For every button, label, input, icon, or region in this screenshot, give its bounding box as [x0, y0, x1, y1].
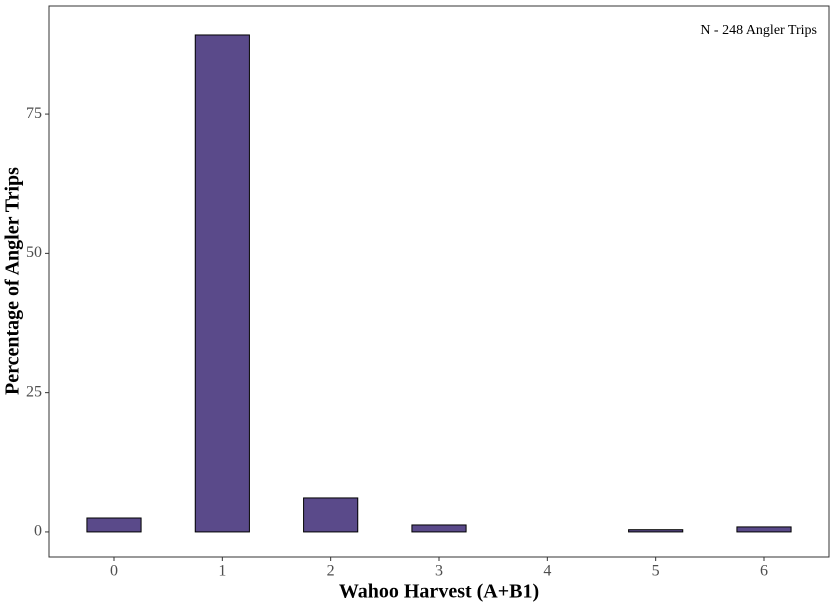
y-tick-label: 50	[26, 244, 42, 261]
x-tick-label: 1	[218, 563, 226, 580]
x-tick-label: 3	[435, 563, 443, 580]
bar	[194, 34, 250, 533]
x-tick-label: 0	[110, 563, 118, 580]
annotation: N - 248 Angler Trips	[700, 23, 817, 38]
x-tick-label: 4	[543, 563, 551, 580]
plot-border	[48, 5, 830, 558]
y-tick-label: 75	[26, 105, 42, 122]
y-tick-label: 0	[34, 523, 42, 540]
bar	[736, 526, 792, 533]
x-tick-label: 6	[760, 563, 768, 580]
bar	[411, 524, 467, 533]
bar	[628, 529, 684, 533]
x-tick-label: 2	[327, 563, 335, 580]
x-axis-title: Wahoo Harvest (A+B1)	[339, 581, 539, 603]
y-axis-title: Percentage of Angler Trips	[2, 167, 24, 395]
y-tick-label: 25	[26, 383, 42, 400]
bar	[303, 497, 359, 533]
x-tick-label: 5	[652, 563, 660, 580]
bar	[86, 517, 142, 533]
